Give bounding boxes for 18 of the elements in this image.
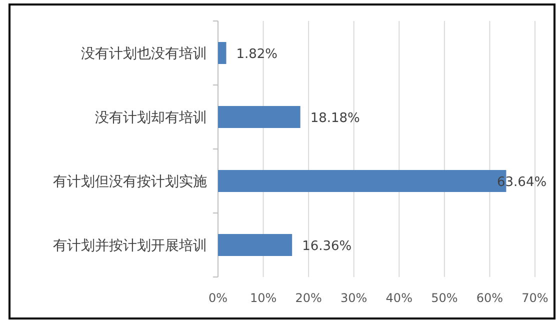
y-tick-label: 没有计划却有培训	[95, 110, 207, 126]
data-label: 16.36%	[302, 239, 352, 254]
x-tick-label: 10%	[250, 291, 277, 305]
x-tick-label: 50%	[431, 291, 458, 305]
x-tick-label: 70%	[522, 291, 548, 305]
x-tick-label: 0%	[208, 291, 228, 305]
bar	[218, 234, 292, 256]
y-tick-label: 没有计划也没有培训	[81, 46, 207, 62]
x-tick-label: 30%	[340, 291, 368, 305]
y-tick-label: 有计划但没有按计划实施	[53, 174, 207, 190]
y-tick-label: 有计划并按计划开展培训	[53, 238, 207, 254]
data-label: 1.82%	[236, 47, 278, 62]
x-tick-label: 20%	[295, 291, 322, 305]
bar	[218, 42, 226, 64]
bar	[218, 106, 300, 128]
x-tick-label: 60%	[476, 291, 504, 305]
x-tick-label: 40%	[386, 291, 412, 305]
data-label: 18.18%	[310, 111, 360, 126]
